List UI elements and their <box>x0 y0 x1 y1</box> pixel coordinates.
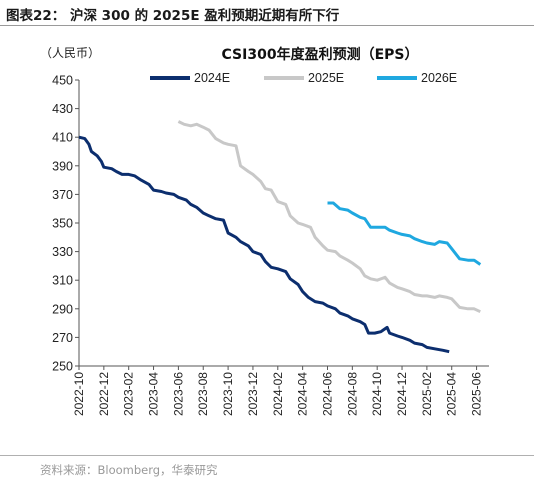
x-tick-label: 2023-02 <box>122 372 136 416</box>
x-tick-label: 2024-12 <box>395 372 409 416</box>
legend-item-2026e: 2026E <box>377 71 457 85</box>
y-tick-label: 350 <box>52 217 73 231</box>
title-divider <box>0 25 534 26</box>
figure-title: 图表22： 沪深 300 的 2025E 盈利预期近期有所下行 <box>6 8 340 24</box>
y-tick-label: 430 <box>52 102 73 116</box>
legend-swatch-2024e <box>150 76 190 80</box>
legend-swatch-2026e <box>377 76 417 80</box>
y-tick-label: 250 <box>52 360 73 374</box>
footer-divider <box>0 455 534 456</box>
legend-label-2024e: 2024E <box>194 71 231 85</box>
y-tick-label: 270 <box>52 331 73 345</box>
y-axis-unit-label: （人民币） <box>40 46 101 60</box>
chart-title: CSI300年度盈利预测（EPS） <box>221 47 419 63</box>
y-tick-label: 310 <box>52 274 73 288</box>
y-tick-label: 390 <box>52 159 73 173</box>
y-tick-label: 290 <box>52 302 73 316</box>
x-tick-label: 2023-10 <box>221 372 235 416</box>
series-line-2025e <box>177 120 481 314</box>
x-tick-label: 2024-06 <box>320 372 334 416</box>
x-tick-label: 2024-08 <box>345 372 359 416</box>
x-tick-label: 2024-04 <box>296 372 310 416</box>
x-tick-label: 2023-08 <box>196 372 210 416</box>
y-tick-label: 330 <box>52 245 73 259</box>
x-tick-label: 2025-06 <box>470 372 484 416</box>
source-note: 资料来源：Bloomberg，华泰研究 <box>40 463 218 477</box>
legend-item-2025e: 2025E <box>264 71 344 85</box>
legend-label-2025e: 2025E <box>308 71 345 85</box>
x-tick-label: 2024-10 <box>370 372 384 416</box>
chart-legend: 2024E 2025E 2026E <box>0 71 534 93</box>
y-tick-label: 410 <box>52 131 73 145</box>
y-tick-label: 450 <box>52 74 73 88</box>
y-tick-label: 370 <box>52 188 73 202</box>
series-line-2026e <box>327 201 482 266</box>
x-tick-label: 2024-02 <box>271 372 285 416</box>
x-tick-label: 2022-10 <box>72 372 86 416</box>
legend-label-2026e: 2026E <box>421 71 458 85</box>
legend-swatch-2025e <box>264 76 304 80</box>
legend-item-2024e: 2024E <box>150 71 230 85</box>
x-tick-label: 2025-02 <box>420 372 434 416</box>
x-tick-label: 2023-04 <box>147 372 161 416</box>
x-tick-label: 2023-12 <box>246 372 260 416</box>
x-tick-label: 2022-12 <box>97 372 111 416</box>
x-tick-label: 2023-06 <box>171 372 185 416</box>
series-line-2024e <box>78 135 450 354</box>
x-tick-label: 2025-04 <box>445 372 459 416</box>
